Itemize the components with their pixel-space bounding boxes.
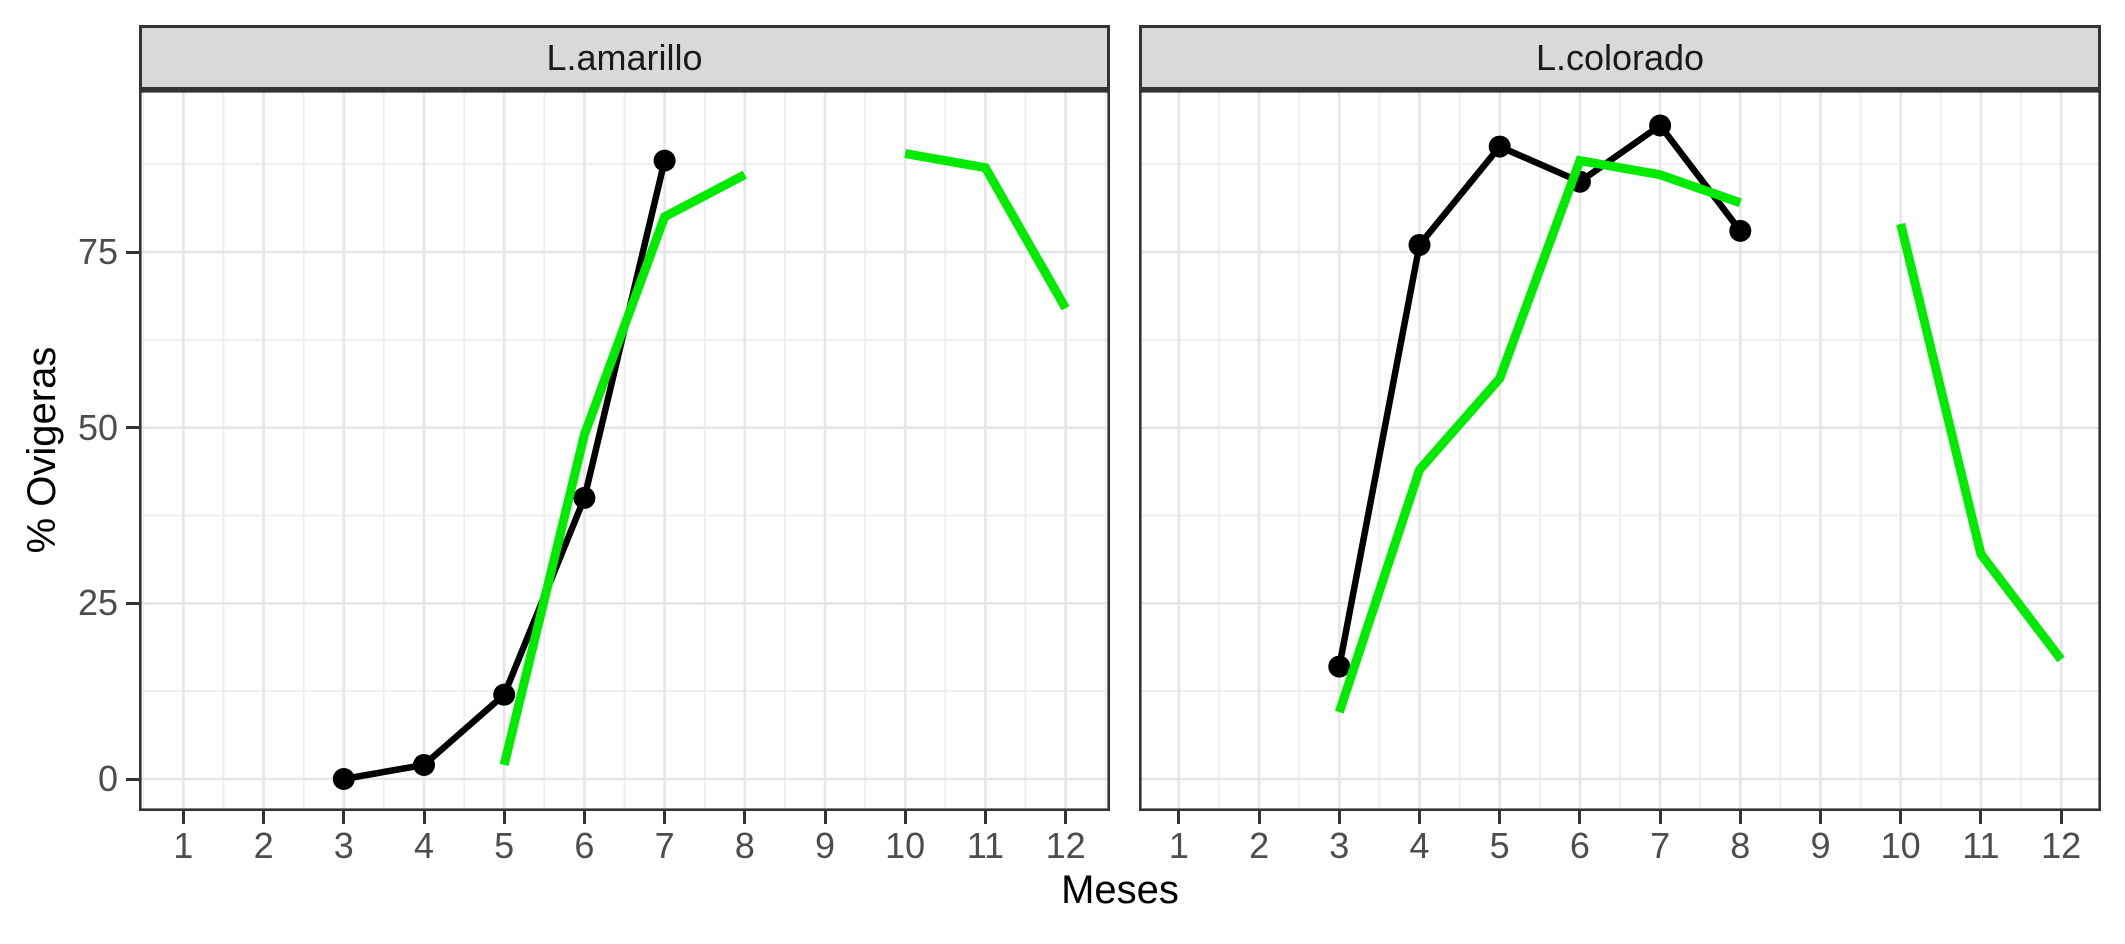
y-axis-tick-mark [126,777,139,781]
series-line-modelo-verde-seg1 [499,170,747,766]
series-line-modelo-verde-seg1 [1335,155,1742,714]
x-axis-tick-label: 4 [413,825,435,866]
facet-strip-colorado-label: L.colorado [1535,36,1705,78]
x-axis-tick-mark [1658,811,1662,824]
data-point [1328,655,1351,678]
x-axis-tick-mark [1819,811,1822,824]
y-axis-tick-mark [126,426,139,430]
facet-strip-amarillo-label: L.amarillo [546,36,703,78]
x-axis-tick-label: 9 [814,825,836,866]
plot-panel-amarillo [139,90,1110,811]
x-axis-tick-label: 10 [1880,825,1921,866]
x-axis-tick-label: 8 [734,825,755,866]
data-point [1729,219,1752,242]
x-axis-tick-label: 9 [1810,825,1831,866]
x-axis-tick-mark [422,811,426,824]
x-axis-tick-label: 7 [654,825,675,866]
x-axis-tick-label: 4 [1409,825,1430,866]
x-axis-tick-label: 11 [966,825,1005,866]
x-axis-tick-label: 5 [1489,825,1510,866]
x-axis-tick-mark [823,811,827,824]
data-point [1408,233,1431,256]
x-axis-tick-label: 3 [1329,825,1350,866]
y-axis-title: % Ovigeras [20,346,64,554]
x-axis-tick-mark [1979,811,1983,824]
x-axis-tick-mark [1738,811,1742,824]
panel-border [139,90,1110,811]
x-axis-tick-mark [502,811,506,824]
x-axis-tick-label: 8 [1730,825,1751,866]
x-axis-tick-mark [2059,811,2063,824]
x-axis-tick-mark [1257,811,1261,824]
facet-strip-colorado: L.colorado [1139,25,2101,90]
y-axis-tick-label: 75 [77,231,118,272]
data-point [653,149,676,172]
data-point [413,753,435,776]
x-axis-tick-mark [181,811,185,824]
facet-plot-svg [1139,90,2101,811]
plot-panel-colorado [1139,90,2101,811]
x-axis-tick-mark [663,811,667,824]
x-axis-tick-mark [1418,811,1421,824]
x-axis-tick-label: 5 [494,825,515,866]
x-axis-tick-label: 6 [1569,825,1590,866]
x-axis-tick-mark [903,811,907,824]
x-axis-tick-label: 3 [333,825,354,866]
facet-plot-svg [139,90,1110,811]
data-point [1488,135,1511,158]
series-line-observado-negro [1336,121,1743,668]
x-axis-tick-label: 1 [1168,825,1189,866]
x-axis-tick-mark [1498,811,1502,824]
x-axis-tick-label: 2 [1249,825,1270,866]
x-axis-tick-mark [582,811,586,824]
x-axis-tick-label: 12 [1045,825,1086,866]
x-axis-tick-label: 2 [253,825,274,866]
data-point [1649,114,1672,137]
series-line-modelo-verde-seg2 [1896,222,2065,663]
y-axis-tick-mark [126,601,139,605]
panel-border [1139,90,2101,811]
y-axis-tick-mark [126,250,139,254]
series-line-modelo-verde-seg2 [904,149,1070,311]
data-point [493,683,516,706]
data-point [332,768,355,790]
x-axis-tick-label: 1 [173,825,194,866]
x-axis-tick-label: 6 [574,825,595,866]
x-axis-tick-label: 7 [1650,825,1671,866]
x-axis-tick-mark [342,811,346,824]
x-axis-tick-mark [1177,811,1181,824]
x-axis-tick-mark [983,811,987,824]
x-axis-tick-mark [1337,811,1341,824]
x-axis-tick-mark [1899,811,1903,824]
x-axis-tick-label: 10 [885,825,926,866]
data-point [573,486,596,509]
y-axis-tick-label: 50 [77,406,118,448]
x-axis-tick-label: 11 [1962,825,2000,866]
x-axis-tick-label: 12 [2041,825,2082,866]
y-axis-tick-label: 25 [77,582,118,624]
x-axis-tick-mark [1064,811,1068,824]
x-axis-tick-mark [1578,811,1582,824]
x-axis-tick-mark [743,811,747,824]
facet-strip-amarillo: L.amarillo [139,25,1110,90]
x-axis-tick-mark [262,811,266,824]
y-axis-tick-label: 0 [97,758,118,799]
x-axis-title: Meses [1061,868,1179,912]
